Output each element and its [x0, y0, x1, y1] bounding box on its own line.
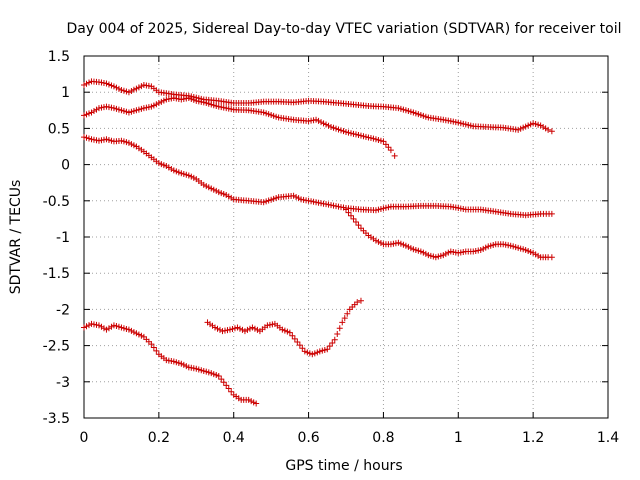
y-tick-label: 0 [61, 158, 70, 174]
data-series [81, 78, 555, 407]
x-tick-label: 1.2 [522, 430, 544, 446]
y-tick-label: -1.5 [43, 266, 70, 282]
chart-title: Day 004 of 2025, Sidereal Day-to-day VTE… [66, 21, 621, 37]
data-point [352, 219, 359, 226]
y-tick-label: -2.5 [43, 339, 70, 355]
series-satellite-a [81, 78, 555, 135]
x-tick-label: 1 [454, 430, 463, 446]
series-satellite-b [81, 94, 398, 159]
data-point [289, 332, 296, 339]
data-point [148, 341, 155, 348]
x-tick-labels: 0 0.2 0.4 0.6 0.8 1 1.2 1.4 [80, 430, 620, 446]
data-point [329, 339, 336, 346]
data-point [343, 206, 349, 213]
data-point [336, 325, 343, 332]
x-tick-label: 0 [80, 430, 89, 446]
data-point [357, 297, 364, 304]
data-point [334, 331, 341, 338]
y-tick-label: 0.5 [48, 121, 70, 137]
series-satellite-c [81, 134, 555, 219]
y-axis-label: SDTVAR / TECUs [8, 180, 24, 295]
data-point [339, 319, 346, 326]
data-point [286, 329, 293, 336]
x-axis-label: GPS time / hours [285, 458, 402, 474]
data-point [355, 222, 362, 229]
data-point [548, 128, 555, 135]
data-point [548, 210, 555, 217]
y-tick-label: -2 [56, 302, 70, 318]
data-point [391, 152, 398, 159]
data-point [225, 385, 232, 392]
data-point [299, 345, 306, 352]
data-point [354, 299, 361, 306]
x-tick-label: 0.4 [223, 430, 245, 446]
data-point [341, 315, 348, 322]
data-point [296, 342, 303, 349]
data-point [347, 212, 354, 219]
y-tick-label: -0.5 [43, 194, 70, 210]
data-point [545, 126, 552, 133]
data-point [220, 379, 227, 386]
data-point [218, 376, 225, 383]
y-tick-label: -3 [56, 375, 70, 391]
data-point [326, 343, 333, 350]
data-point [253, 400, 260, 407]
y-tick-label: -1 [56, 230, 70, 246]
gridlines [84, 56, 608, 418]
data-point [345, 209, 352, 216]
data-point [350, 215, 357, 222]
data-point [223, 382, 230, 389]
series-satellite-e [81, 320, 260, 407]
data-point [331, 336, 338, 343]
data-point [291, 335, 298, 342]
x-tick-label: 1.4 [597, 430, 619, 446]
data-point [324, 346, 331, 353]
x-tick-label: 0.2 [148, 430, 170, 446]
data-point [344, 310, 351, 317]
y-tick-label: 1.5 [48, 49, 70, 65]
series-satellite-f [204, 297, 364, 358]
y-tick-labels: 1.5 1 0.5 0 -0.5 -1 -1.5 -2 -2.5 -3 -3.5 [43, 49, 70, 427]
data-point [150, 344, 157, 351]
series-satellite-d [343, 206, 555, 261]
data-point [215, 373, 222, 380]
data-point [387, 147, 394, 154]
x-tick-label: 0.6 [297, 430, 319, 446]
y-tick-label: -3.5 [43, 411, 70, 427]
y-tick-label: 1 [61, 85, 70, 101]
data-point [228, 388, 235, 395]
plot-frame [83, 55, 609, 419]
data-point [294, 338, 301, 345]
axis-ticks [83, 55, 609, 419]
data-point [153, 347, 160, 354]
x-tick-label: 0.8 [372, 430, 394, 446]
data-point [548, 254, 555, 261]
